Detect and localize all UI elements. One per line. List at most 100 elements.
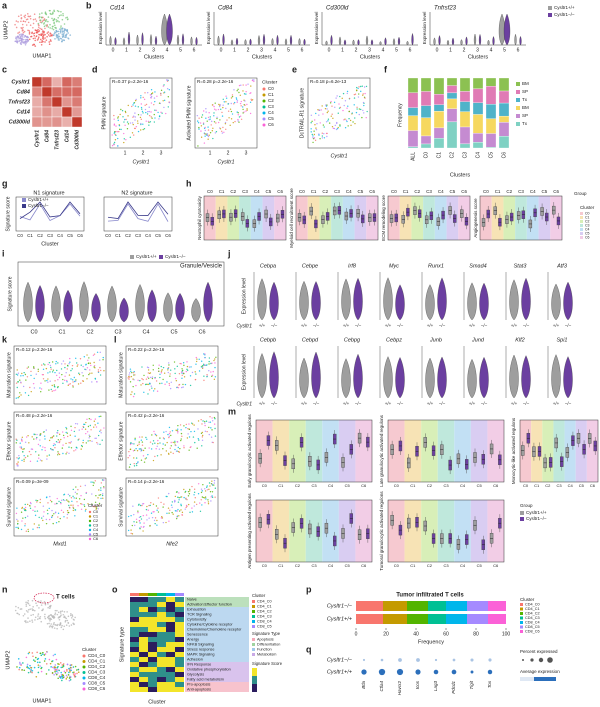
point [244, 104, 246, 106]
legend-swatch [520, 517, 524, 521]
point [181, 435, 183, 438]
tick-label: C2 [545, 483, 551, 488]
point [49, 23, 51, 26]
tick-label: C5 [345, 563, 351, 568]
stacked-segment [420, 105, 432, 119]
point [54, 447, 56, 449]
point [156, 95, 158, 97]
legend-title: Signature Score [252, 661, 283, 666]
violin [437, 356, 447, 399]
point [186, 365, 189, 368]
point [133, 379, 135, 381]
point [312, 141, 314, 144]
point [15, 463, 18, 465]
legend-title: Group [520, 503, 533, 508]
point [47, 502, 49, 504]
point [362, 109, 364, 112]
point [75, 446, 78, 449]
point [67, 37, 70, 40]
panel-label: h [186, 178, 192, 188]
heat-cell [130, 602, 139, 607]
point [56, 627, 58, 630]
axis-title: Monocytic-like activated regulons [511, 417, 516, 484]
point [39, 41, 41, 44]
point [89, 369, 91, 371]
point [89, 440, 91, 442]
point [203, 375, 205, 377]
point [94, 480, 96, 482]
point [163, 84, 165, 86]
tick-label: −/− [397, 401, 404, 406]
tick-label: C2 [86, 329, 93, 335]
point [364, 92, 366, 95]
point [61, 673, 64, 676]
point [24, 523, 26, 525]
point [155, 433, 157, 436]
point [140, 106, 143, 109]
heat-cell [175, 607, 184, 612]
point [197, 122, 200, 124]
point [132, 450, 135, 452]
point [114, 131, 116, 133]
violin [467, 282, 477, 321]
point [140, 129, 142, 131]
point [22, 20, 25, 22]
point [202, 420, 204, 422]
point [133, 521, 135, 523]
heat-cell [148, 637, 157, 642]
column-label: C0 [299, 189, 305, 194]
point [210, 371, 212, 373]
point [46, 455, 48, 457]
point [65, 426, 67, 429]
point [27, 621, 29, 623]
point [135, 463, 138, 465]
point [80, 382, 82, 384]
point [154, 109, 156, 111]
point [332, 127, 335, 130]
heat-cell [175, 662, 184, 667]
point [125, 139, 127, 141]
point [315, 127, 317, 129]
point [65, 35, 67, 37]
point [191, 507, 193, 509]
legend-label: SP [522, 113, 528, 118]
point [61, 447, 64, 449]
plot-frame [13, 411, 107, 471]
point [177, 387, 180, 389]
tick-label: Btla [361, 681, 366, 689]
point [146, 519, 148, 521]
point [213, 105, 215, 108]
column-label: C3 [518, 189, 524, 194]
point [34, 45, 37, 47]
point [326, 135, 328, 138]
point [75, 486, 77, 488]
point [162, 85, 165, 87]
point [200, 419, 202, 421]
point [183, 372, 185, 375]
point [54, 653, 56, 656]
point [29, 460, 32, 463]
point [134, 112, 136, 114]
point [44, 603, 47, 606]
point [57, 452, 60, 455]
point [249, 101, 252, 104]
point [54, 389, 57, 391]
point [17, 32, 19, 34]
point [48, 389, 50, 391]
point [159, 373, 161, 376]
point [44, 653, 47, 655]
violin [465, 36, 468, 46]
point [59, 31, 62, 34]
dot [433, 669, 439, 675]
axis-title: Cysltr1 [132, 159, 149, 165]
point [84, 428, 87, 430]
point [219, 119, 221, 121]
point [18, 31, 21, 33]
point [25, 436, 28, 438]
point [53, 32, 56, 35]
tick-label: −/− [355, 401, 362, 406]
plot-frame [125, 477, 219, 537]
point [230, 102, 232, 105]
heat-cell [130, 667, 139, 672]
point [148, 382, 151, 385]
